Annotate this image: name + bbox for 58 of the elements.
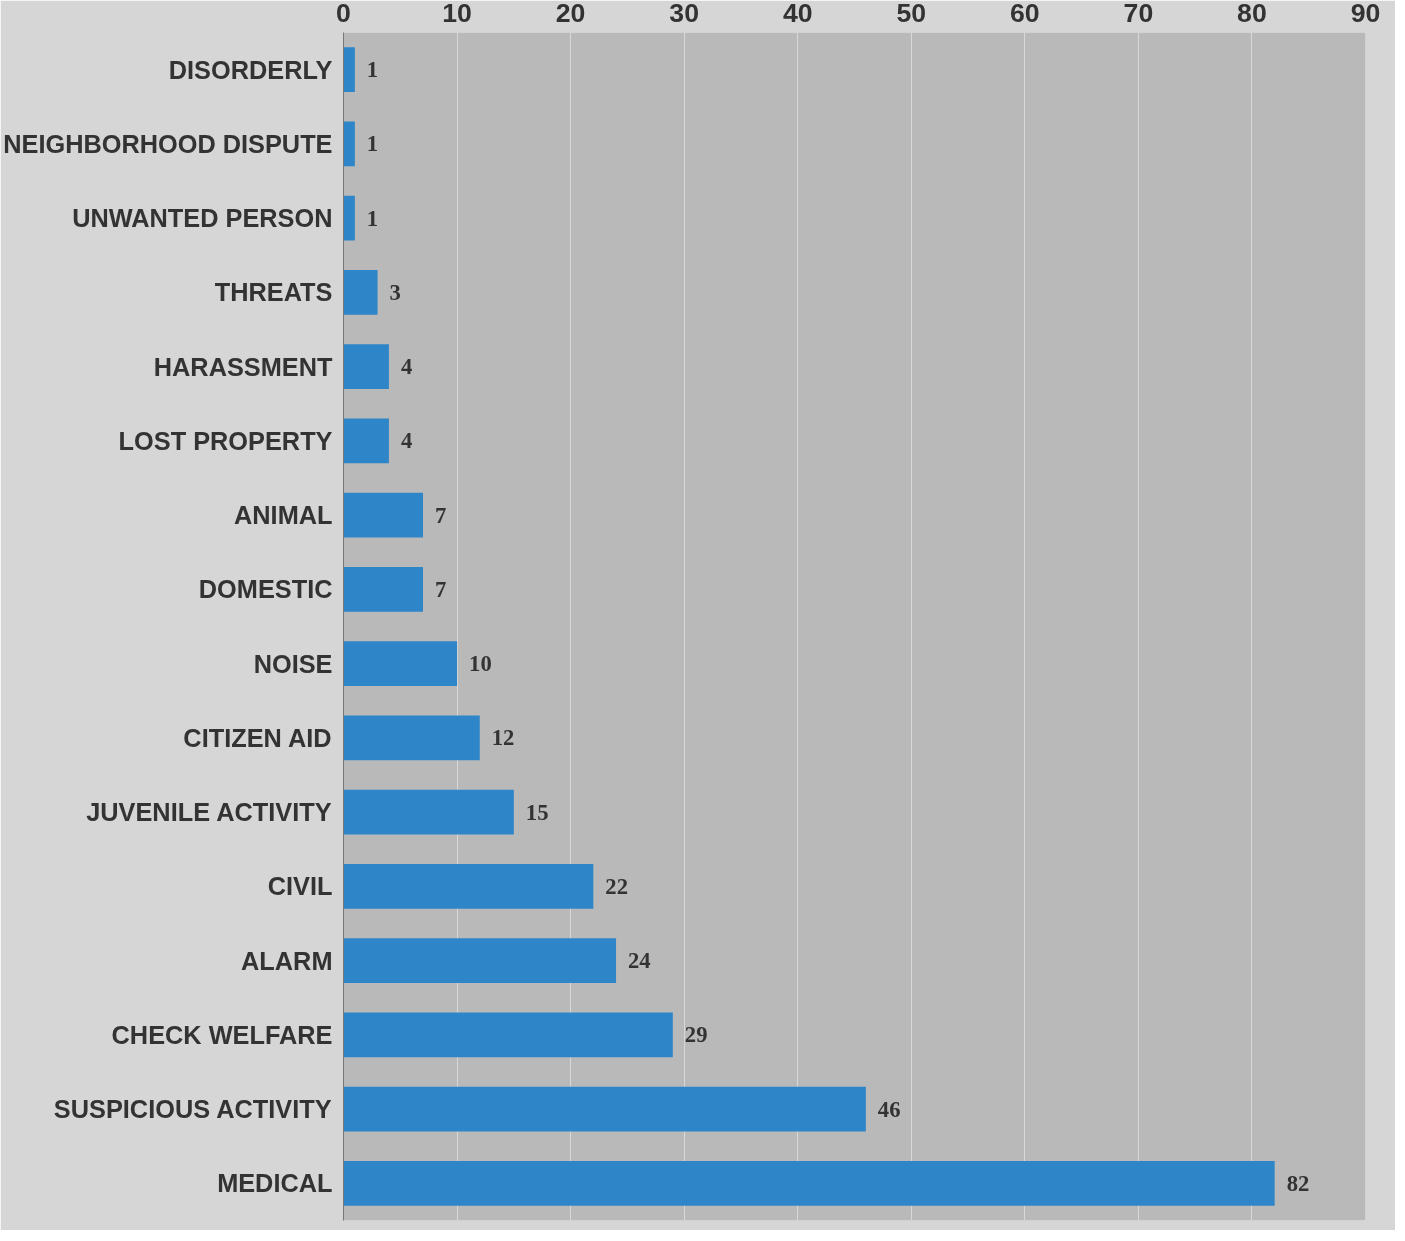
bar [343,567,423,612]
data-label: 4 [400,354,413,380]
data-label: 3 [389,279,401,305]
y-tick-label: DOMESTIC [198,575,333,604]
bar [343,1086,866,1132]
x-tick-label: 10 [442,0,472,28]
bar [343,270,378,315]
x-tick-label: 90 [1350,0,1381,28]
data-label: 1 [366,57,379,83]
bar [343,1161,1275,1206]
data-label: 4 [400,428,413,454]
x-tick-label: 0 [336,0,351,28]
y-tick-label: CIVIL [267,872,333,901]
data-label: 12 [491,725,515,751]
x-tick-label: 30 [669,0,699,28]
bar [343,121,355,167]
data-label: 24 [628,948,651,974]
bar [343,641,458,686]
y-tick-label: JUVENILE ACTIVITY [86,798,332,827]
data-label: 82 [1286,1170,1310,1196]
x-tick-label: 20 [555,0,586,28]
data-label: 1 [366,205,379,231]
x-tick-label: 70 [1123,0,1154,28]
bar [343,195,355,241]
y-tick-label: SUSPICIOUS ACTIVITY [53,1095,332,1124]
y-tick-label: LOST PROPERTY [118,426,333,455]
y-tick-label: UNWANTED PERSON [72,204,333,233]
x-tick-label: 50 [896,0,927,28]
x-tick-label: 80 [1237,0,1267,28]
y-tick-label: MEDICAL [217,1169,333,1198]
bar [343,47,355,92]
x-tick-label: 60 [1010,0,1040,28]
data-label: 29 [684,1022,708,1048]
bar [343,864,594,909]
data-label: 1 [366,131,379,157]
y-tick-label: ALARM [241,946,333,975]
data-label: 7 [434,502,447,528]
x-tick-label: 40 [782,0,813,28]
bar [343,715,480,761]
y-tick-label: CHECK WELFARE [111,1020,333,1049]
y-tick-label: CITIZEN AID [183,723,332,752]
bar [343,1012,673,1058]
data-label: 46 [877,1096,901,1122]
data-label: 7 [434,576,447,602]
y-tick-label: NOISE [253,649,333,678]
bar [343,344,389,389]
bar [343,492,423,538]
bar [343,938,617,983]
y-tick-label: THREATS [214,278,333,307]
bar [343,418,389,464]
data-label: 10 [469,651,492,677]
y-tick-label: HARASSMENT [153,352,334,381]
data-label: 22 [605,873,628,899]
y-tick-label: NEIGHBORHOOD DISPUTE [3,129,333,158]
data-label: 15 [525,799,549,825]
y-tick-label: ANIMAL [234,501,333,530]
bar [343,789,514,835]
y-tick-label: DISORDERLY [168,55,333,84]
